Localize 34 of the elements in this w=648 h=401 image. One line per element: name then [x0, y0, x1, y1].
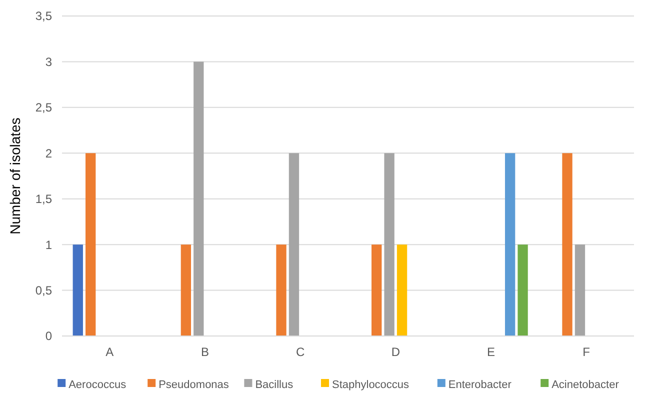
- bar: [384, 153, 394, 336]
- legend-label: Pseudomonas: [158, 378, 230, 391]
- bar: [72, 244, 83, 336]
- bar: [574, 244, 586, 336]
- x-tick-label: A: [106, 345, 114, 359]
- legend-label: Bacillus: [255, 378, 294, 391]
- bar: [504, 153, 516, 336]
- y-tick-label: 3,5: [35, 9, 52, 24]
- x-tick-label: D: [391, 345, 400, 359]
- bar: [372, 244, 382, 336]
- y-tick-label: 0,5: [35, 283, 52, 298]
- bar: [180, 244, 192, 336]
- bar: [194, 62, 204, 336]
- y-tick-label: 1: [45, 238, 52, 252]
- x-tick-label: E: [486, 345, 496, 359]
- bar: [86, 153, 96, 336]
- y-tick-label: 3: [45, 54, 52, 69]
- x-tick-label: F: [582, 345, 590, 359]
- y-tick-label: 2,5: [35, 100, 52, 115]
- y-axis-title: Number of isolates: [7, 118, 23, 234]
- bar: [518, 244, 528, 336]
- bar: [562, 153, 572, 336]
- y-tick-label: 1,5: [35, 192, 52, 206]
- bar: [276, 244, 286, 336]
- legend-label: Acinetobacter: [552, 378, 620, 391]
- x-tick-label: B: [200, 345, 210, 359]
- legend-label: Staphylococcus: [332, 378, 410, 391]
- legend-label: Aerococcus: [68, 378, 127, 391]
- bar: [288, 153, 300, 336]
- bar: [396, 244, 408, 336]
- legend-label: Enterobacter: [448, 378, 512, 391]
- y-tick-label: 0: [45, 329, 52, 344]
- y-tick-label: 2: [45, 146, 52, 160]
- x-tick-label: C: [296, 345, 305, 359]
